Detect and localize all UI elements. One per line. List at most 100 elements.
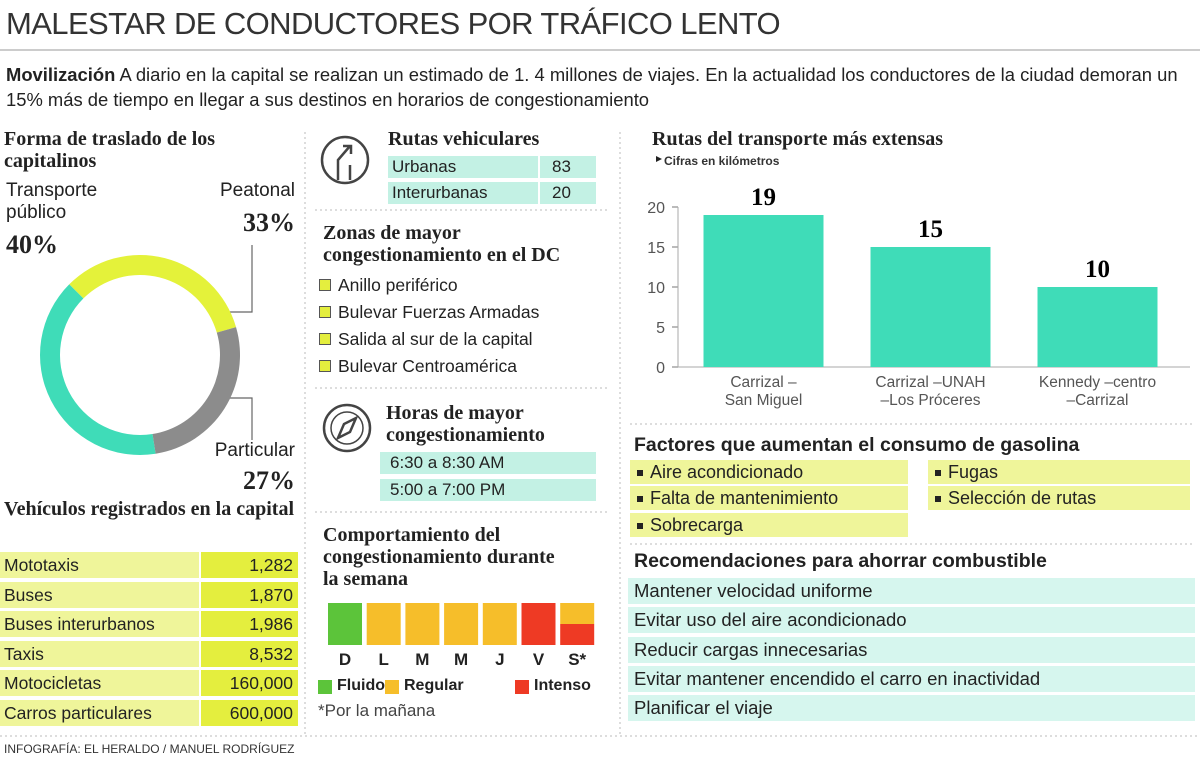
lead: Movilización A diario en la capital se r… bbox=[6, 62, 1198, 112]
section-title: Rutas vehiculares bbox=[388, 128, 540, 150]
row-value: 600,000 bbox=[201, 699, 298, 726]
factor-text: Falta de mantenimiento bbox=[650, 488, 839, 508]
chart-subtitle: Cifras en kilómetros bbox=[664, 154, 780, 168]
slice-label: Peatonal bbox=[219, 180, 295, 201]
day-cell bbox=[328, 603, 362, 645]
row-value: 83 bbox=[540, 156, 596, 178]
day-cell bbox=[366, 603, 401, 645]
subtitle-marker bbox=[656, 156, 662, 162]
bullet bbox=[637, 523, 643, 530]
row-value: 160,000 bbox=[201, 670, 298, 696]
bar-value-label: 10 bbox=[1085, 256, 1110, 283]
chart-title: Forma de traslado de los capitalinos bbox=[4, 128, 216, 172]
y-tick-label: 15 bbox=[647, 240, 665, 257]
x-tick-label: Carrizal –UNAH –Los Próceres bbox=[875, 374, 986, 409]
row-label: Taxis bbox=[0, 640, 199, 667]
row-label: Interurbanas bbox=[388, 182, 538, 204]
factor-text: Selección de rutas bbox=[948, 488, 1097, 508]
slice-value: 27% bbox=[243, 466, 295, 495]
list-item: Salida al sur de la capital bbox=[338, 329, 533, 349]
day-cell bbox=[482, 603, 517, 645]
bar-value-label: 15 bbox=[918, 216, 943, 243]
bullet bbox=[637, 496, 643, 503]
row-value: 1,870 bbox=[201, 581, 298, 608]
factor-text: Fugas bbox=[948, 462, 999, 482]
row-value: 20 bbox=[540, 182, 596, 204]
y-tick-label: 10 bbox=[647, 280, 665, 297]
slice-value: 33% bbox=[243, 208, 295, 237]
section-title: Zonas de mayor congestionamiento en el D… bbox=[323, 222, 561, 266]
section-title: Horas de mayor congestionamiento bbox=[386, 402, 545, 446]
row-value: 1,282 bbox=[201, 552, 298, 578]
factor-item: Selección de rutas bbox=[928, 486, 1190, 510]
factor-item: Sobrecarga bbox=[630, 513, 908, 537]
row-label: Urbanas bbox=[388, 156, 538, 178]
recommendation: Reducir cargas innecesarias bbox=[628, 636, 1195, 663]
recommendation: Evitar mantener encendido el carro en in… bbox=[628, 665, 1195, 692]
day-cell bbox=[560, 624, 595, 645]
bullet-box bbox=[319, 333, 331, 345]
factor-item: Falta de mantenimiento bbox=[630, 486, 908, 510]
bar bbox=[703, 215, 824, 367]
time-slot: 6:30 a 8:30 AM bbox=[380, 452, 596, 474]
recommendation: Mantener velocidad uniforme bbox=[628, 578, 1195, 604]
bar bbox=[870, 247, 991, 367]
donut-segment bbox=[152, 327, 240, 454]
day-cell bbox=[405, 603, 440, 645]
row-label: Mototaxis bbox=[0, 552, 199, 578]
day-cell bbox=[521, 603, 556, 645]
donut-segment bbox=[39, 284, 156, 455]
legend-label: Regular bbox=[404, 677, 464, 694]
factor-text: Aire acondicionado bbox=[650, 462, 804, 482]
bar bbox=[1037, 287, 1158, 367]
chart-title: Rutas del transporte más extensas bbox=[652, 128, 944, 150]
slice-label: Transporte público bbox=[6, 180, 98, 223]
list-item: Bulevar Centroamérica bbox=[338, 356, 517, 376]
factor-item: Aire acondicionado bbox=[630, 460, 908, 484]
day-label: M bbox=[454, 650, 469, 669]
page-title: MALESTAR DE CONDUCTORES POR TRÁFICO LENT… bbox=[6, 6, 781, 41]
bullet bbox=[637, 470, 643, 477]
list-item: Bulevar Fuerzas Armadas bbox=[338, 302, 540, 322]
recommendation: Planificar el viaje bbox=[628, 695, 1195, 722]
factor-item: Fugas bbox=[928, 460, 1190, 484]
row-label: Buses interurbanos bbox=[0, 611, 199, 637]
day-label: D bbox=[338, 650, 352, 669]
legend-swatch bbox=[385, 680, 399, 694]
day-label: J bbox=[495, 650, 505, 669]
bullet-box bbox=[319, 360, 331, 372]
section-title: Factores que aumentan el consumo de gaso… bbox=[634, 434, 1080, 456]
bullet-box bbox=[319, 306, 331, 318]
y-tick-label: 5 bbox=[656, 320, 665, 337]
x-tick-label: Kennedy –centro –Carrizal bbox=[1038, 374, 1157, 409]
legend-label: Intenso bbox=[534, 677, 591, 694]
credit: INFOGRAFÍA: EL HERALDO / MANUEL RODRÍGUE… bbox=[4, 742, 295, 756]
legend-label: Fluido bbox=[337, 677, 385, 694]
lead-label: Movilización bbox=[6, 64, 116, 85]
note: *Por la mañana bbox=[318, 701, 436, 720]
bar-value-label: 19 bbox=[751, 184, 776, 211]
row-value: 8,532 bbox=[201, 640, 298, 667]
row-value: 1,986 bbox=[201, 611, 298, 637]
legend-swatch bbox=[318, 680, 332, 694]
legend-swatch bbox=[515, 680, 529, 694]
bullet bbox=[935, 470, 941, 477]
recommendation: Evitar uso del aire acondicionado bbox=[628, 607, 1195, 634]
day-cell bbox=[444, 603, 479, 645]
section-title: Comportamiento del congestionamiento dur… bbox=[323, 524, 555, 590]
bullet-box bbox=[319, 279, 331, 291]
section-title: Recomendaciones para ahorrar combustible bbox=[634, 550, 1047, 572]
day-label: L bbox=[378, 650, 389, 669]
day-label: M bbox=[415, 650, 430, 669]
y-tick-label: 0 bbox=[656, 360, 665, 377]
row-label: Carros particulares bbox=[0, 699, 199, 726]
day-label: V bbox=[532, 650, 545, 669]
slice-label: Particular bbox=[214, 440, 295, 461]
x-tick-label: Carrizal – San Miguel bbox=[724, 374, 803, 409]
y-tick-label: 20 bbox=[647, 200, 665, 217]
row-label: Buses bbox=[0, 581, 199, 608]
day-cell bbox=[560, 603, 595, 624]
lead-text: A diario en la capital se realizan un es… bbox=[6, 64, 1178, 110]
route-icon bbox=[320, 135, 370, 185]
